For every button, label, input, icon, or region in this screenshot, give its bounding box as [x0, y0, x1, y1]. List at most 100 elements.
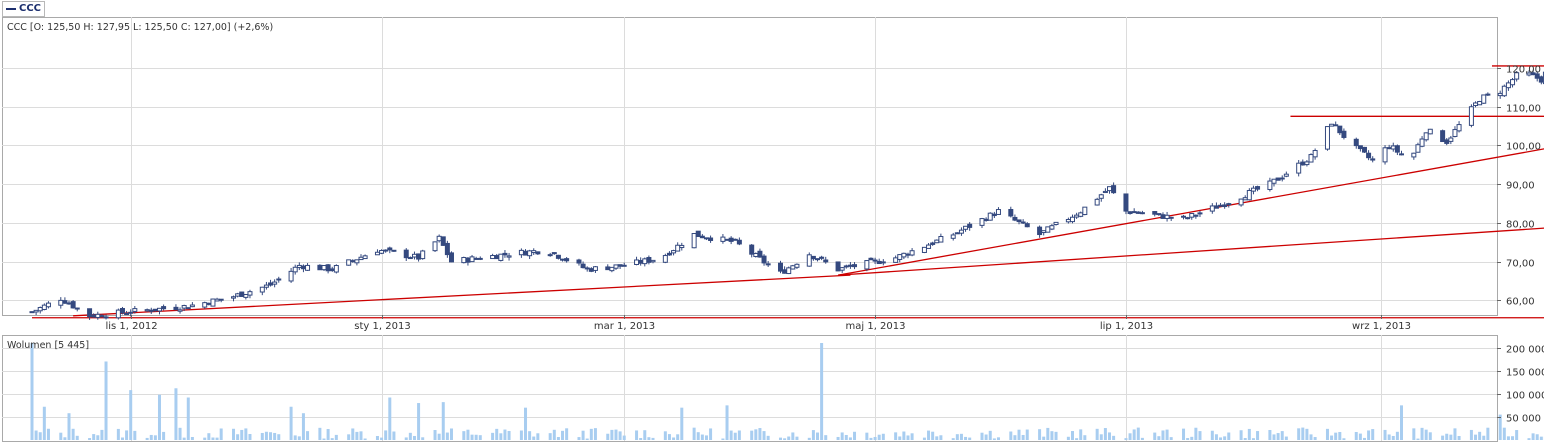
volume-bar	[1367, 430, 1371, 440]
volume-bar	[552, 429, 556, 440]
volume-bar	[157, 394, 161, 440]
price-candle	[518, 249, 524, 256]
price-candle	[66, 302, 72, 305]
price-candle	[210, 298, 216, 307]
price-candle	[440, 236, 446, 246]
price-candle	[666, 252, 672, 256]
price-candle	[592, 266, 598, 271]
volume-bar	[75, 435, 79, 440]
volume-bar	[984, 434, 988, 440]
price-candle	[864, 260, 870, 270]
volume-bar	[528, 431, 532, 440]
volume-bar	[162, 431, 166, 440]
price-candle	[1193, 214, 1199, 217]
price-candle	[1131, 211, 1137, 214]
price-candle	[757, 250, 763, 258]
price-candle	[1312, 150, 1318, 158]
price-candle	[185, 307, 191, 310]
price-candle	[555, 254, 561, 259]
volume-bar	[709, 428, 713, 440]
volume-bar	[190, 436, 194, 440]
volume-bar	[1535, 434, 1539, 440]
price-candle	[761, 255, 767, 264]
price-candle	[1456, 124, 1462, 132]
price-candle	[1238, 198, 1244, 206]
price-candle	[1415, 144, 1421, 153]
price-candle	[1333, 124, 1339, 127]
volume-bar	[1387, 434, 1391, 440]
volume-bar	[1469, 429, 1473, 440]
price-candle	[305, 264, 311, 271]
price-candle	[1049, 225, 1055, 230]
price-candle	[1209, 205, 1215, 212]
volume-bar	[1021, 434, 1025, 440]
price-candle	[173, 306, 179, 311]
price-candle	[494, 255, 500, 260]
price-candle	[1390, 145, 1396, 150]
volume-bar	[392, 431, 396, 440]
volume-bar	[1219, 437, 1223, 440]
volume-bar	[1383, 429, 1387, 440]
price-candle	[876, 260, 882, 265]
volume-bar	[67, 413, 71, 440]
price-candle	[181, 305, 187, 309]
price-candle	[350, 260, 356, 263]
volume-bar	[902, 431, 906, 440]
volume-bar	[88, 438, 92, 440]
volume-bar	[1309, 434, 1313, 440]
price-ytick-label: 60,00	[1506, 297, 1535, 308]
volume-bar	[1108, 432, 1112, 440]
price-xtick-label: mar 1, 2013	[594, 321, 655, 332]
series-legend[interactable]: CCC	[2, 1, 46, 17]
price-candle	[613, 264, 619, 269]
volume-bar	[1009, 431, 1013, 440]
volume-ytick-label: 100 000	[1506, 391, 1544, 402]
price-candle	[634, 259, 640, 266]
price-candle	[1246, 190, 1252, 201]
volume-bar	[215, 437, 219, 440]
price-candle	[1160, 214, 1166, 219]
volume-bar	[700, 434, 704, 440]
price-candle	[231, 296, 237, 299]
price-ytick-label: 90,00	[1506, 181, 1535, 192]
price-candle	[1078, 212, 1084, 217]
price-candle	[1357, 145, 1363, 150]
price-candle	[843, 265, 849, 268]
volume-bar	[647, 437, 651, 440]
price-candle	[321, 265, 327, 271]
volume-bar	[71, 428, 75, 440]
volume-bar	[1330, 435, 1334, 440]
price-candle	[1037, 226, 1043, 236]
price-candle	[835, 261, 841, 272]
volume-bar	[783, 438, 787, 440]
price-candle	[288, 270, 294, 282]
price-candle	[148, 309, 154, 312]
volume-bar	[1342, 438, 1346, 440]
price-candle	[926, 244, 932, 249]
price-candle	[333, 265, 339, 273]
volume-bar	[355, 431, 359, 440]
price-candle	[1324, 126, 1330, 150]
price-candle	[1386, 147, 1392, 150]
volume-bar	[894, 432, 898, 440]
volume-bar	[1017, 429, 1021, 440]
price-candle	[1398, 153, 1404, 156]
price-candle	[1152, 211, 1158, 215]
volume-bar	[622, 435, 626, 440]
price-candle	[202, 302, 208, 308]
price-candle	[432, 241, 438, 252]
price-candle	[346, 259, 352, 266]
price-candle	[374, 251, 380, 256]
price-candle	[292, 266, 298, 273]
price-candle	[1283, 173, 1289, 177]
volume-bar	[92, 434, 96, 440]
volume-bar	[445, 432, 449, 440]
price-candle	[1139, 212, 1145, 215]
price-candle	[958, 229, 964, 234]
volume-bar	[1474, 434, 1478, 440]
price-candle	[1189, 213, 1195, 218]
price-candle	[893, 257, 899, 263]
volume-bar	[704, 435, 708, 440]
volume-bar	[853, 431, 857, 440]
